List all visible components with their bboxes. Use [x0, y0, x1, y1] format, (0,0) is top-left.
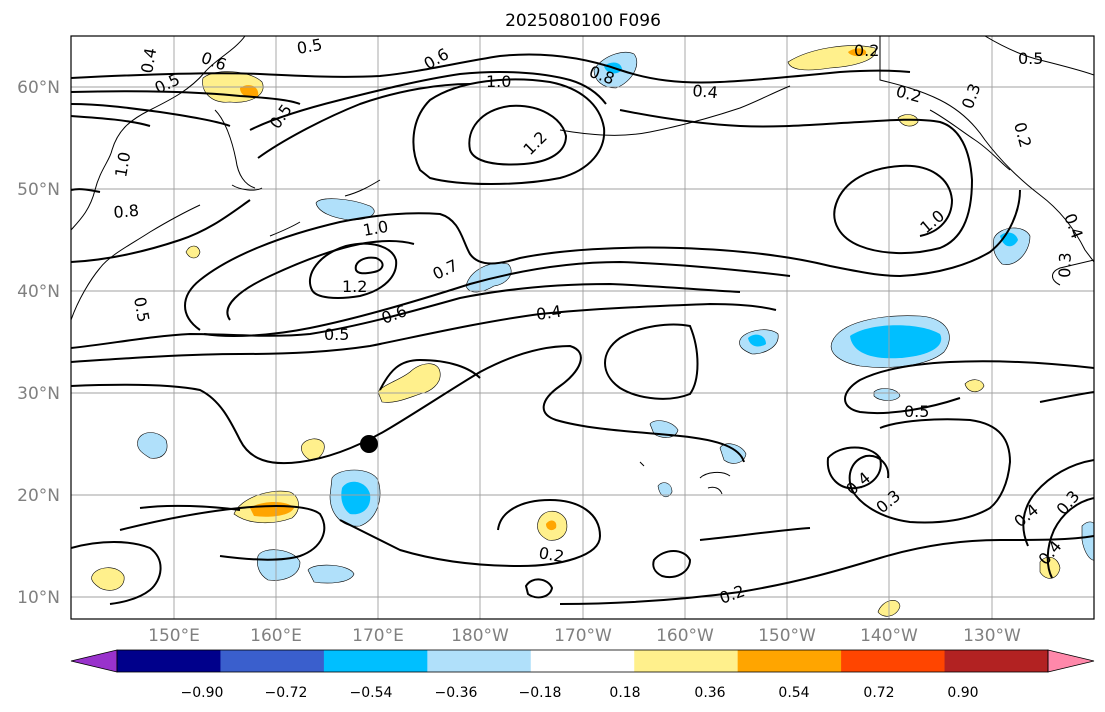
colorbar-swatch — [634, 650, 739, 672]
contour-label: 0.4 — [535, 302, 563, 324]
colorbar-extend-high — [1047, 649, 1095, 673]
colorbar-extend-low — [70, 649, 118, 673]
lat-label: 10°N — [17, 588, 60, 608]
contour-label: 1.2 — [342, 277, 367, 296]
colorbar-swatches — [70, 649, 1095, 673]
colorbar-tick-label: 0.18 — [609, 685, 640, 701]
colorbar-swatch — [427, 650, 532, 672]
colorbar-swatch — [737, 650, 842, 672]
contour-label: 0.3 — [1055, 252, 1075, 278]
negative-anomaly-patch — [137, 432, 168, 459]
colorbar-tick-label: −0.54 — [350, 685, 393, 701]
lon-label: 140°W — [860, 626, 918, 646]
negative-anomaly-patch — [873, 388, 901, 401]
location-marker — [360, 435, 378, 453]
map-frame — [70, 35, 1095, 620]
lon-label: 180°W — [451, 626, 509, 646]
colorbar-swatch — [944, 650, 1049, 672]
negative-anomaly-core — [341, 481, 371, 515]
longitude-labels: 150°E 160°E 170°E 180°W 170°W 160°W 150°… — [148, 626, 1021, 646]
contour-label: 0.5 — [130, 295, 153, 323]
lon-label: 160°E — [250, 626, 302, 646]
colorbar-frame — [116, 649, 1049, 673]
negative-anomaly-patch — [307, 564, 355, 584]
lon-label: 130°W — [963, 626, 1021, 646]
negative-anomaly-patch — [719, 443, 747, 464]
colorbar-swatch — [530, 650, 635, 672]
coastlines — [71, 36, 1094, 495]
contour-label: 0.2 — [854, 41, 879, 60]
colorbar-tick-label: 0.36 — [694, 685, 725, 701]
colorbar-tick-label: 0.54 — [778, 685, 809, 701]
contour-label: 0.5 — [324, 325, 349, 344]
colorbar-tick-label: −0.18 — [519, 685, 562, 701]
positive-anomaly-patch — [301, 438, 325, 461]
colorbar-tick-label: −0.90 — [181, 685, 224, 701]
lat-label: 30°N — [17, 384, 60, 404]
colorbar-tick-labels: −0.90 −0.72 −0.54 −0.36 −0.18 0.18 0.36 … — [181, 685, 979, 701]
contour-label: 1.0 — [361, 217, 389, 240]
lat-label: 60°N — [17, 78, 60, 98]
latitude-labels: 60°N 50°N 40°N 30°N 20°N 10°N — [17, 78, 60, 608]
colorbar-swatch — [220, 650, 325, 672]
positive-anomaly-core — [848, 48, 867, 57]
lon-label: 170°E — [352, 626, 404, 646]
contour-label: 0.5 — [904, 402, 929, 421]
map-title: 2025080100 F096 — [505, 11, 661, 31]
contour-lines — [71, 53, 1094, 605]
contour-label: 0.2 — [537, 543, 565, 566]
lon-label: 150°E — [148, 626, 200, 646]
colorbar-swatch — [117, 650, 221, 672]
colorbar-tick-label: −0.36 — [435, 685, 478, 701]
positive-anomaly-core — [546, 520, 557, 531]
negative-anomaly-core — [850, 325, 942, 359]
contour-label: 1.0 — [111, 150, 134, 178]
colorbar-swatch — [841, 650, 946, 672]
positive-anomaly-patch — [185, 245, 201, 259]
lon-label: 160°W — [656, 626, 714, 646]
lat-label: 50°N — [17, 180, 60, 200]
colorbar-swatch — [323, 650, 428, 672]
contour-label: 0.5 — [1018, 49, 1043, 68]
negative-anomaly-patch — [657, 482, 673, 498]
lon-label: 150°W — [758, 626, 816, 646]
contour-label: 0.5 — [295, 35, 323, 58]
lon-label: 170°W — [554, 626, 612, 646]
positive-anomaly-patch — [91, 567, 125, 591]
contour-label: 1.0 — [486, 72, 511, 91]
colorbar-tick-label: −0.72 — [265, 685, 308, 701]
lat-label: 20°N — [17, 486, 60, 506]
positive-anomaly-patch — [964, 379, 985, 393]
contour-label: 0.8 — [113, 201, 140, 222]
contour-label: 0.4 — [137, 46, 160, 74]
positive-anomaly-core — [240, 85, 259, 98]
negative-anomaly-patch — [1081, 521, 1094, 561]
colorbar: −0.90 −0.72 −0.54 −0.36 −0.18 0.18 0.36 … — [70, 649, 1095, 701]
negative-anomaly-patch — [315, 198, 375, 221]
negative-anomaly-core — [748, 334, 766, 347]
negative-anomaly-patch — [465, 262, 512, 293]
contour-label: 0.4 — [692, 81, 719, 102]
colorbar-tick-label: 0.90 — [947, 685, 978, 701]
lat-label: 40°N — [17, 282, 60, 302]
colorbar-tick-label: 0.72 — [863, 685, 894, 701]
